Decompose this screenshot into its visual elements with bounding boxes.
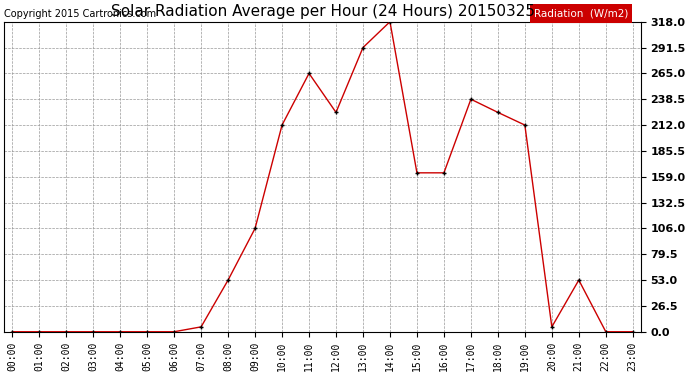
Title: Solar Radiation Average per Hour (24 Hours) 20150325: Solar Radiation Average per Hour (24 Hou… (110, 4, 535, 19)
Text: Radiation  (W/m2): Radiation (W/m2) (534, 9, 628, 19)
Text: Copyright 2015 Cartronics.com: Copyright 2015 Cartronics.com (4, 9, 157, 19)
